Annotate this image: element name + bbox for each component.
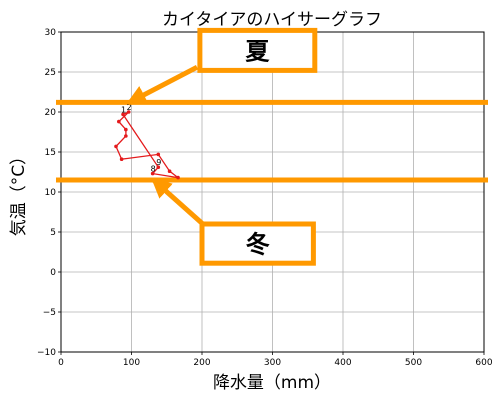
point-label: 1 (121, 105, 126, 114)
y-tick-label: −10 (37, 348, 56, 358)
winter-box (199, 221, 316, 266)
data-point (121, 112, 125, 117)
data-point (150, 171, 155, 176)
y-axis-label: 気温（°C） (9, 148, 29, 236)
tick-labels: 0 100 200 300 400 500 600 −10 −5 0 5 10 15 20 25 30 (37, 28, 493, 368)
data-point (176, 175, 180, 180)
y-tick-label: −5 (43, 308, 56, 318)
y-tick-label: 25 (45, 68, 56, 78)
x-axis-label: 降水量（mm） (213, 373, 331, 393)
series-layer: 1 2 89 (114, 103, 180, 180)
y-tick-label: 30 (45, 28, 57, 38)
data-point (167, 169, 172, 173)
data-point (124, 134, 128, 138)
x-tick-label: 0 (58, 358, 64, 368)
x-tick-label: 200 (193, 358, 210, 368)
data-point (156, 165, 161, 169)
x-tick-label: 400 (334, 358, 351, 368)
point-label: 2 (127, 103, 132, 112)
data-point (156, 152, 161, 157)
data-point (126, 110, 131, 114)
data-point (119, 157, 124, 161)
x-tick-label: 300 (264, 358, 281, 368)
annotations: 夏冬 (126, 27, 318, 266)
x-tick-label: 100 (123, 358, 140, 368)
x-tick-label: 500 (405, 358, 422, 368)
y-tick-label: 10 (45, 188, 57, 198)
winter-arrow (150, 177, 204, 226)
chart-title: カイタイアのハイサーグラフ (162, 10, 382, 30)
y-tick-label: 20 (45, 108, 57, 118)
series-line (115, 111, 179, 179)
data-point (114, 144, 118, 149)
point-label: 9 (156, 158, 161, 167)
point-label: 8 (151, 165, 156, 174)
data-point (124, 127, 128, 132)
y-tick-label: 5 (50, 228, 56, 238)
y-tick-label: 15 (45, 148, 56, 158)
winter-label: 冬 (246, 231, 270, 259)
x-tick-label: 600 (475, 358, 492, 368)
grid (60, 31, 485, 353)
data-point (117, 119, 121, 124)
summer-arrow (126, 64, 199, 106)
summer-box (197, 27, 318, 73)
summer-label: 夏 (245, 37, 270, 65)
y-tick-label: 0 (50, 268, 56, 278)
